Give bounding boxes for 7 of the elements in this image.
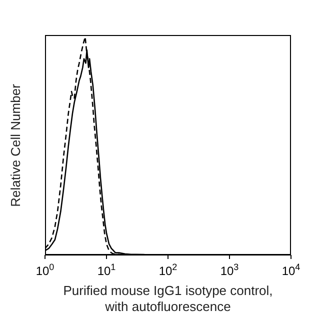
y-axis-title: Relative Cell Number xyxy=(8,84,23,206)
x-axis-title: Purified mouse IgG1 isotype control, with autofluorescence xyxy=(62,283,274,315)
x-tick-label: 10$^{0}$ xyxy=(36,262,54,278)
x-tick-label: 10$^{2}$ xyxy=(158,262,178,278)
x-tick-label: 10$^{4}$ xyxy=(282,262,300,278)
x-tick-label: 10$^{1}$ xyxy=(97,262,116,278)
x-tick-label: 10$^{3}$ xyxy=(220,262,239,278)
